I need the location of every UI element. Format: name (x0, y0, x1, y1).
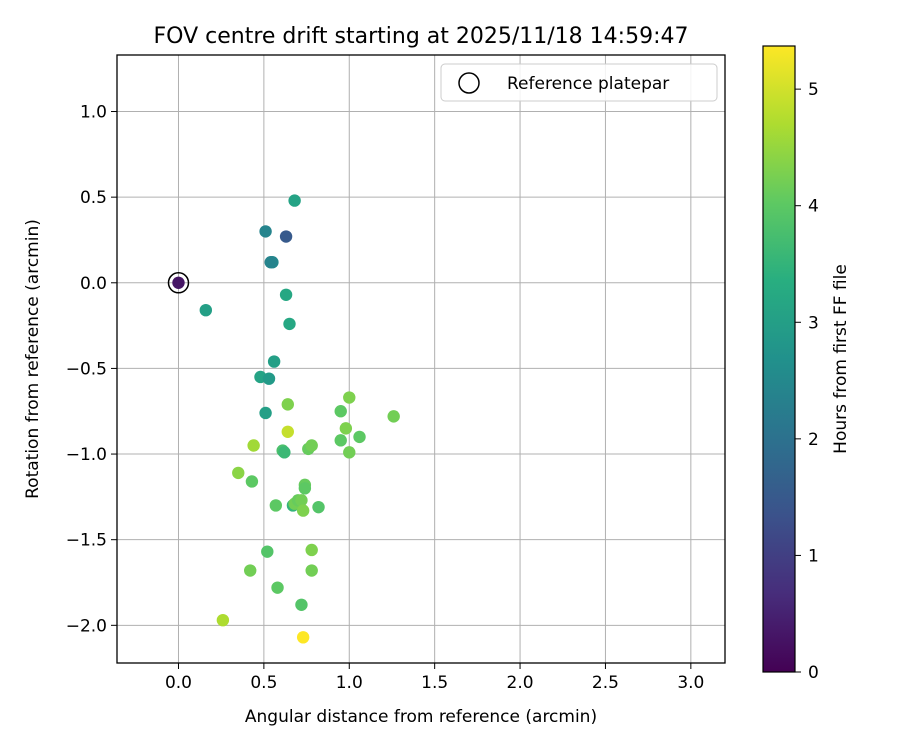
data-point (288, 194, 301, 207)
data-point (278, 446, 291, 459)
grid (117, 55, 725, 663)
chart-title: FOV centre drift starting at 2025/11/18 … (154, 24, 689, 49)
x-tick-label: 3.0 (677, 673, 704, 693)
data-point (247, 439, 260, 452)
x-axis-label: Angular distance from reference (arcmin) (245, 707, 597, 727)
x-tick-label: 2.5 (592, 673, 619, 693)
data-point (343, 391, 356, 404)
data-point (244, 564, 257, 577)
data-point (279, 288, 293, 301)
data-point (262, 372, 276, 385)
data-point (296, 631, 310, 644)
scatter-points (167, 194, 400, 644)
data-point (334, 405, 347, 418)
data-point (295, 598, 308, 611)
colorbar-label: Hours from first FF file (831, 264, 851, 454)
data-point (305, 564, 318, 577)
data-point (271, 581, 284, 594)
plot-area-frame (116, 54, 726, 664)
y-tick-label: 1.0 (80, 103, 107, 123)
x-tick-label: 1.5 (421, 673, 448, 693)
data-point (334, 434, 347, 447)
data-point (353, 430, 366, 444)
data-point (279, 230, 293, 243)
data-point (269, 499, 283, 512)
y-tick-label: 0.5 (80, 188, 107, 208)
data-point (216, 613, 230, 627)
y-tick-label: 0.0 (80, 274, 107, 294)
y-tick-label: −0.5 (66, 359, 107, 379)
colorbar-gradient (762, 45, 796, 673)
data-point (281, 425, 294, 438)
data-point (259, 225, 272, 238)
data-point (281, 398, 294, 411)
data-point (305, 543, 318, 557)
legend-reference-label: Reference platepar (507, 74, 669, 94)
x-tick-label: 0.5 (250, 673, 277, 693)
y-tick-label: −1.0 (66, 445, 107, 465)
data-point (298, 482, 312, 495)
colorbar: 0 1 2 3 4 5 Hours from first FF file (762, 45, 851, 683)
y-tick-label: −2.0 (66, 616, 107, 636)
x-tick-label: 0.0 (165, 673, 192, 693)
colorbar-ticks: 0 1 2 3 4 5 (795, 80, 819, 683)
data-point (264, 256, 277, 269)
colorbar-tick-label: 0 (808, 663, 819, 683)
y-axis-label: Rotation from reference (arcmin) (23, 219, 43, 499)
data-point (305, 439, 318, 452)
colorbar-tick-label: 3 (808, 313, 819, 333)
y-tick-label: −1.5 (66, 531, 107, 551)
colorbar-tick-label: 5 (808, 80, 819, 100)
x-tick-label: 2.0 (507, 673, 534, 693)
data-point (172, 276, 185, 289)
data-point (199, 303, 213, 317)
data-point (296, 504, 310, 517)
colorbar-tick-label: 2 (808, 430, 819, 450)
data-point (312, 500, 325, 514)
data-point (245, 475, 259, 488)
colorbar-tick-label: 1 (808, 546, 819, 566)
reference-platepar-marker (167, 272, 190, 294)
data-point (387, 410, 400, 423)
data-point (267, 355, 281, 368)
data-point (295, 494, 308, 507)
y-axis-ticks: 1.0 0.5 0.0 −0.5 −1.0 −1.5 −2.0 (66, 103, 117, 636)
x-axis-ticks: 0.0 0.5 1.0 1.5 2.0 2.5 3.0 (165, 663, 704, 693)
legend: Reference platepar (440, 63, 718, 102)
data-point (259, 406, 272, 420)
data-point (343, 446, 356, 459)
colorbar-tick-label: 4 (808, 197, 819, 217)
data-point (339, 422, 353, 435)
data-point (232, 466, 245, 480)
x-tick-label: 1.0 (336, 673, 363, 693)
data-point (283, 317, 296, 331)
legend-reference-marker (458, 72, 480, 94)
legend-box (440, 63, 718, 102)
data-point (261, 545, 274, 558)
